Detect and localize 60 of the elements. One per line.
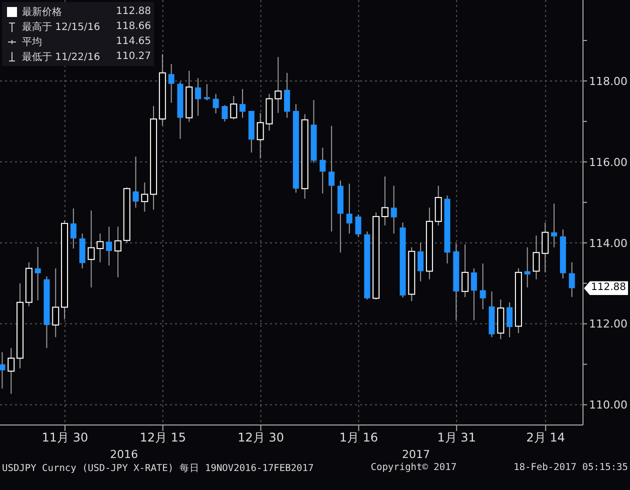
x-tick-label: 1月 16	[339, 430, 378, 445]
candlestick	[568, 262, 575, 298]
candlestick	[8, 348, 15, 394]
candlestick	[355, 214, 362, 238]
candlestick	[240, 88, 246, 118]
text: 18-Feb-2017 05:15:35	[514, 462, 628, 475]
candlestick	[195, 78, 202, 116]
candlestick	[524, 246, 530, 288]
annotation: 平均	[22, 36, 42, 48]
candlestick	[346, 183, 352, 234]
candlestick	[470, 268, 477, 321]
candlestick	[328, 125, 335, 232]
y-tick-label: 110.00	[589, 398, 628, 412]
text: 2016	[110, 448, 138, 461]
candlestick	[70, 208, 76, 250]
candlestick	[434, 185, 442, 226]
candlestick	[274, 56, 282, 114]
candlestick	[212, 93, 219, 114]
annotation: 118.66	[116, 21, 151, 32]
candlestick	[88, 210, 95, 288]
candlestick	[106, 226, 112, 266]
candlestick	[168, 63, 174, 104]
candlestick	[480, 263, 486, 310]
candlestick	[230, 95, 238, 120]
y-tick-label: 114.00	[589, 236, 628, 250]
text: Copyright© 2017	[370, 462, 457, 475]
candlestick	[34, 246, 41, 301]
annotation: 114.65	[116, 36, 151, 47]
candlestick	[114, 226, 122, 278]
candlestick	[320, 147, 326, 194]
x-tick-label: 1月 31	[437, 430, 476, 445]
candlestick	[551, 203, 558, 248]
candlestick	[462, 244, 469, 298]
candlestick	[204, 84, 210, 101]
candlestick	[96, 233, 104, 263]
annotation: 最高于 12/15/16	[22, 20, 100, 34]
candlestick	[506, 302, 513, 338]
annotation: 110.27	[116, 51, 151, 62]
text: 2017	[402, 448, 430, 461]
candlestick	[141, 182, 148, 212]
candlestick	[390, 185, 397, 234]
x-tick-label: 11月 30	[42, 430, 88, 445]
x-tick-label: 12月 15	[140, 430, 186, 445]
annotation: 112.88	[116, 6, 151, 17]
candlestick	[284, 72, 290, 118]
candlestick	[132, 156, 139, 208]
candlestick	[381, 176, 388, 226]
y-tick-label: 116.00	[589, 156, 628, 169]
x-tick-label: 2月 14	[526, 430, 565, 445]
y-tick-label: 118.00	[589, 74, 628, 88]
candlestick	[418, 242, 424, 282]
y-tick-label: 112.00	[589, 318, 628, 331]
annotation: 最新价格	[22, 6, 62, 18]
text: 112.88	[584, 281, 628, 296]
candlestick	[0, 352, 6, 390]
candlestick	[222, 104, 228, 122]
annotation: 最低于 11/22/16	[22, 50, 100, 64]
text: USDJPY Curncy (USD-JPY X-RATE) 每日 19NOV2016-17FEB2017	[2, 462, 314, 475]
x-tick-label: 12月 30	[238, 430, 284, 445]
candlestick	[52, 268, 60, 338]
